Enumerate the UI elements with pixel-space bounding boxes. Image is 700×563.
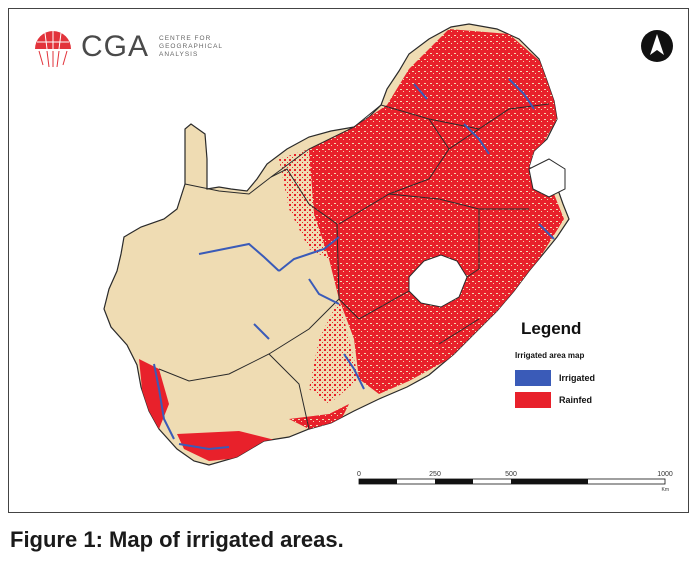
legend-label-rainfed: Rainfed (559, 395, 593, 405)
legend-title: Legend (521, 319, 582, 338)
legend-swatch-rainfed (515, 392, 551, 408)
scale-unit: Km (662, 487, 670, 493)
logo-subtitle: CENTRE FOR GEOGRAPHICAL ANALYSIS (159, 35, 223, 58)
south-africa-map (103, 23, 570, 466)
legend-label-irrigated: Irrigated (559, 373, 596, 383)
irrigated-areas (153, 78, 555, 451)
legend-swatch-irrigated (515, 370, 551, 386)
scale-bar: 0 250 500 1000 Km (357, 471, 673, 493)
legend-subtitle: Irrigated area map (515, 351, 585, 360)
north-arrow-icon (641, 30, 673, 62)
legend-item-irrigated: Irrigated (515, 370, 665, 386)
eswatini (528, 158, 566, 198)
figure-caption: Figure 1: Map of irrigated areas. (10, 527, 344, 552)
scale-tick-500: 500 (505, 471, 517, 478)
scale-tick-250: 250 (429, 471, 441, 478)
globe-logo-icon (35, 31, 71, 68)
scale-tick-1000: 1000 (657, 471, 673, 478)
legend-item-rainfed: Rainfed (515, 392, 665, 408)
lesotho (408, 254, 468, 308)
cga-logo: CGA CENTRE FOR GEOGRAPHICAL ANALYSIS (31, 25, 229, 69)
map-frame: CGA CENTRE FOR GEOGRAPHICAL ANALYSIS Leg… (8, 8, 689, 513)
province-borders (158, 103, 550, 430)
logo-name: CGA (81, 30, 150, 63)
scale-tick-0: 0 (357, 471, 361, 478)
legend: Legend Irrigated area map Irrigated Rain… (515, 319, 665, 408)
